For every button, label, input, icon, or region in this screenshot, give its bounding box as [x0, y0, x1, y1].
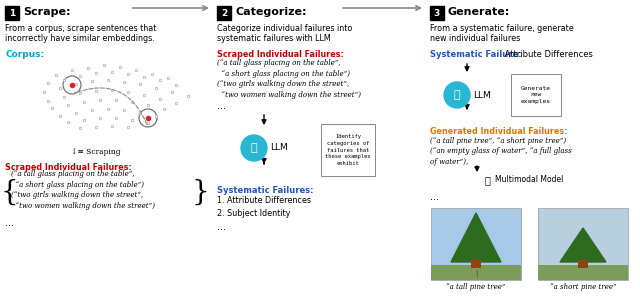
Circle shape — [444, 82, 470, 108]
FancyBboxPatch shape — [538, 208, 628, 280]
Text: (“a tall pine tree”, “a short pine tree”)
(“an empty glass of water”, “a full gl: (“a tall pine tree”, “a short pine tree”… — [430, 137, 572, 166]
Text: Scraped Individual Failures:: Scraped Individual Failures: — [5, 163, 132, 172]
FancyBboxPatch shape — [5, 6, 19, 20]
FancyBboxPatch shape — [471, 260, 481, 268]
Text: (“a tall glass placing on the table”,
  “a short glass placing on the table”)
(“: (“a tall glass placing on the table”, “a… — [217, 59, 361, 99]
Text: {: { — [1, 178, 19, 206]
Polygon shape — [560, 228, 606, 262]
FancyBboxPatch shape — [511, 74, 561, 116]
Text: Systematic Failure:: Systematic Failure: — [430, 50, 522, 59]
Text: “a short pine tree”: “a short pine tree” — [550, 283, 616, 291]
Text: 🧠: 🧠 — [454, 90, 460, 100]
Text: }: } — [191, 178, 209, 206]
Text: Generate
new
examples: Generate new examples — [521, 85, 551, 105]
Text: From a systematic failure, generate
new individual failures: From a systematic failure, generate new … — [430, 24, 573, 43]
Text: ⛵: ⛵ — [485, 175, 491, 185]
Text: 🧠: 🧠 — [251, 143, 257, 153]
Text: Generated Individual Failures:: Generated Individual Failures: — [430, 127, 568, 136]
Text: (“a tall glass placing on the table”,
  “a short glass placing on the table”)
(“: (“a tall glass placing on the table”, “a… — [11, 170, 155, 210]
Text: LLM: LLM — [270, 144, 288, 152]
Text: Corpus:: Corpus: — [5, 50, 44, 59]
Text: Scrape:: Scrape: — [23, 7, 70, 17]
FancyBboxPatch shape — [431, 208, 521, 280]
FancyBboxPatch shape — [578, 260, 588, 268]
Text: Attribute Differences: Attribute Differences — [502, 50, 593, 59]
Text: Generate:: Generate: — [448, 7, 510, 17]
Text: 3: 3 — [434, 9, 440, 17]
Text: 1. Attribute Differences
2. Subject Identity: 1. Attribute Differences 2. Subject Iden… — [217, 196, 311, 218]
Text: ...: ... — [5, 218, 14, 228]
FancyBboxPatch shape — [217, 6, 231, 20]
Text: Systematic Failures:: Systematic Failures: — [217, 186, 314, 195]
Circle shape — [241, 135, 267, 161]
Text: ...: ... — [430, 192, 439, 202]
Text: Multimodal Model: Multimodal Model — [495, 176, 563, 185]
FancyBboxPatch shape — [321, 124, 375, 176]
Text: Categorize individual failures into
systematic failures with LLM: Categorize individual failures into syst… — [217, 24, 353, 43]
Polygon shape — [451, 213, 501, 262]
Text: From a corpus, scrape sentences that
incorrectly have similar embeddings.: From a corpus, scrape sentences that inc… — [5, 24, 156, 43]
Text: 2: 2 — [221, 9, 227, 17]
Text: “a tall pine tree”: “a tall pine tree” — [446, 283, 506, 291]
Text: ↓≡ Scraping: ↓≡ Scraping — [71, 148, 121, 156]
Text: Categorize:: Categorize: — [235, 7, 307, 17]
Text: ...: ... — [217, 222, 226, 232]
Text: |: | — [475, 270, 477, 277]
Text: Identify
categories of
failures that
these examples
exhibit: Identify categories of failures that the… — [325, 134, 371, 166]
FancyBboxPatch shape — [538, 265, 628, 280]
Text: LLM: LLM — [473, 91, 491, 99]
FancyBboxPatch shape — [431, 265, 521, 280]
Text: ...: ... — [217, 101, 226, 111]
Text: 1: 1 — [9, 9, 15, 17]
Text: Scraped Individual Failures:: Scraped Individual Failures: — [217, 50, 344, 59]
FancyBboxPatch shape — [430, 6, 444, 20]
